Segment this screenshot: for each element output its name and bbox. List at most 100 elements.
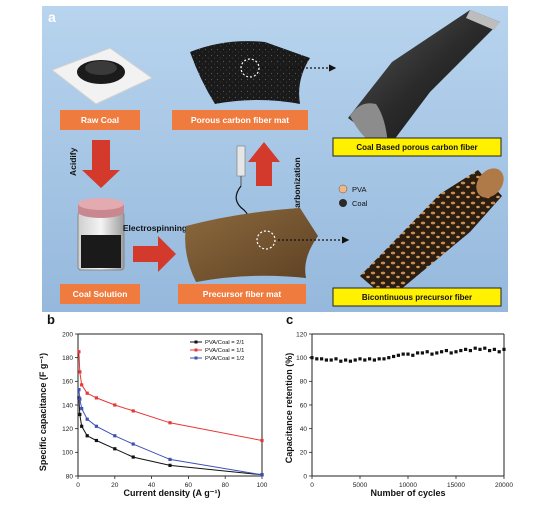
chart-b-point-3 — [260, 473, 264, 477]
chart-b-point-1 — [94, 438, 98, 443]
chart-c-point — [363, 358, 367, 362]
chart-c-point — [339, 359, 343, 363]
chart-c-point — [324, 358, 328, 362]
bicontinuous-fiber-label: Bicontinuous precursor fiber — [362, 293, 472, 302]
b-x-tick-label: 80 — [222, 482, 230, 489]
b-x-tick-label: 60 — [185, 482, 193, 489]
chart-b-legend-marker-2 — [194, 348, 198, 352]
chart-b-point-3 — [168, 457, 172, 462]
chart-b-legend-marker-3 — [194, 356, 198, 360]
chart-c-point — [392, 354, 396, 359]
carbonization-arrow — [248, 142, 280, 186]
c-y-tick-label: 60 — [300, 402, 308, 409]
chart-c-y-label: Capacitance retention (%) — [284, 353, 294, 464]
chart-b-legend-label-1: PVA/Coal = 2/1 — [205, 340, 244, 346]
chart-b-point-2 — [77, 350, 81, 354]
chart-b-point-1 — [168, 463, 172, 467]
c-y-tick-label: 20 — [300, 450, 308, 457]
chart-c-point — [492, 347, 496, 351]
bicontinuous-fiber-label-box — [332, 287, 502, 307]
chart-c-point — [382, 357, 386, 361]
chart-c-point — [483, 346, 487, 350]
chart-c: c 0 5000 10000 15000 20000 0 20 40 60 80 100 120 Nu… — [284, 312, 513, 498]
precursor-mat-illustration — [185, 208, 318, 282]
chart-c-point — [449, 351, 453, 355]
chart-b-point-2 — [94, 396, 98, 400]
chart-c-point — [459, 348, 463, 353]
b-x-tick-label: 0 — [76, 482, 80, 489]
chart-c-point — [348, 359, 352, 363]
chart-b: b 0 20 40 60 80 100 80 100 120 140 160 180 200 PVA/C… — [38, 312, 268, 498]
chart-b-series-line-3 — [78, 389, 263, 476]
electrospinning-label: Electrospinning — [123, 223, 187, 233]
chart-c-point — [411, 353, 415, 357]
chart-b-point-1 — [131, 455, 135, 459]
chart-b-series-line-1 — [78, 397, 263, 476]
precursor-mat-highlight-circle — [256, 230, 276, 250]
chart-c-point — [387, 356, 391, 360]
chart-c-point — [315, 357, 319, 361]
porous-carbon-fiber-illustration — [348, 10, 500, 148]
b-x-tick-label: 100 — [257, 482, 268, 489]
chart-b-point-3 — [78, 397, 82, 401]
chart-b-x-label: Current density (A g⁻¹) — [124, 488, 221, 498]
chart-c-point — [473, 346, 477, 350]
chart-b-point-3 — [77, 388, 81, 392]
chart-c-point — [444, 348, 448, 353]
chart-c-point — [454, 350, 458, 354]
panel-a: a Raw Coal Porous carbon fiber mat Coal … — [42, 6, 508, 312]
b-y-tick-label: 200 — [62, 331, 73, 338]
panel-a-letter: a — [48, 9, 56, 25]
b-y-tick-label: 80 — [66, 473, 74, 480]
chart-c-point — [334, 357, 338, 361]
chart-b-point-2 — [168, 421, 172, 425]
chart-c-point — [416, 351, 420, 355]
c-y-tick-label: 120 — [296, 331, 307, 338]
coal-based-fiber-label: Coal Based porous carbon fiber — [356, 143, 477, 152]
raw-coal-label: Raw Coal — [81, 115, 119, 125]
chart-b-series-line-2 — [78, 351, 263, 441]
chart-b-point-3 — [113, 434, 117, 438]
chart-c-point — [320, 357, 324, 361]
porous-carbon-mat-illustration — [190, 41, 310, 104]
chart-c-point — [497, 350, 501, 354]
coal-based-fiber-label-box — [332, 137, 502, 157]
chart-c-point — [502, 347, 506, 351]
chart-c-point — [368, 357, 372, 361]
chart-b-letter: b — [47, 312, 55, 327]
chart-b-legend-label-3: PVA/Coal = 1/2 — [205, 356, 244, 362]
chart-b-point-1 — [113, 447, 117, 451]
precursor-mat-label: Precursor fiber mat — [203, 289, 282, 299]
chart-c-point — [425, 350, 429, 354]
chart-c-point — [401, 352, 405, 356]
carbonization-label: Carbonization — [292, 157, 302, 214]
acidify-label: Acidify — [68, 147, 78, 176]
chart-b-point-3 — [85, 417, 89, 421]
chart-c-letter: c — [286, 312, 293, 327]
raw-coal-illustration — [50, 47, 153, 105]
legend-pva-swatch — [338, 184, 348, 194]
legend-coal-swatch — [339, 199, 347, 207]
chart-c-point — [329, 358, 333, 362]
chart-b-point-2 — [260, 438, 264, 443]
chart-b-point-3 — [94, 424, 98, 428]
c-x-tick-label: 10000 — [399, 482, 417, 489]
raw-coal-label-box — [60, 110, 140, 130]
chart-b-point-2 — [113, 403, 117, 407]
porous-mat-label-box — [172, 110, 308, 130]
b-y-tick-label: 140 — [62, 402, 73, 409]
chart-b-point-2 — [131, 409, 135, 413]
chart-b-point-2 — [78, 370, 82, 374]
chart-c-point — [464, 347, 468, 351]
chart-c-x-label: Number of cycles — [370, 488, 445, 498]
chart-b-legend-marker-1 — [194, 340, 198, 344]
legend-pva-label: PVA — [352, 185, 366, 194]
porous-mat-highlight-circle — [240, 58, 260, 78]
chart-c-point — [478, 347, 482, 351]
coal-solution-label: Coal Solution — [73, 289, 128, 299]
electrospinning-arrow — [133, 236, 176, 272]
c-x-tick-label: 5000 — [353, 482, 368, 489]
acidify-arrow — [82, 140, 120, 188]
chart-c-point — [396, 353, 400, 357]
